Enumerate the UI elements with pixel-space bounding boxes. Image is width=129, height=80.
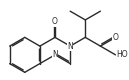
Text: N: N <box>52 50 58 59</box>
Text: HO: HO <box>116 50 128 59</box>
Text: O: O <box>113 33 118 42</box>
Text: O: O <box>52 17 58 26</box>
Text: N: N <box>67 42 73 51</box>
